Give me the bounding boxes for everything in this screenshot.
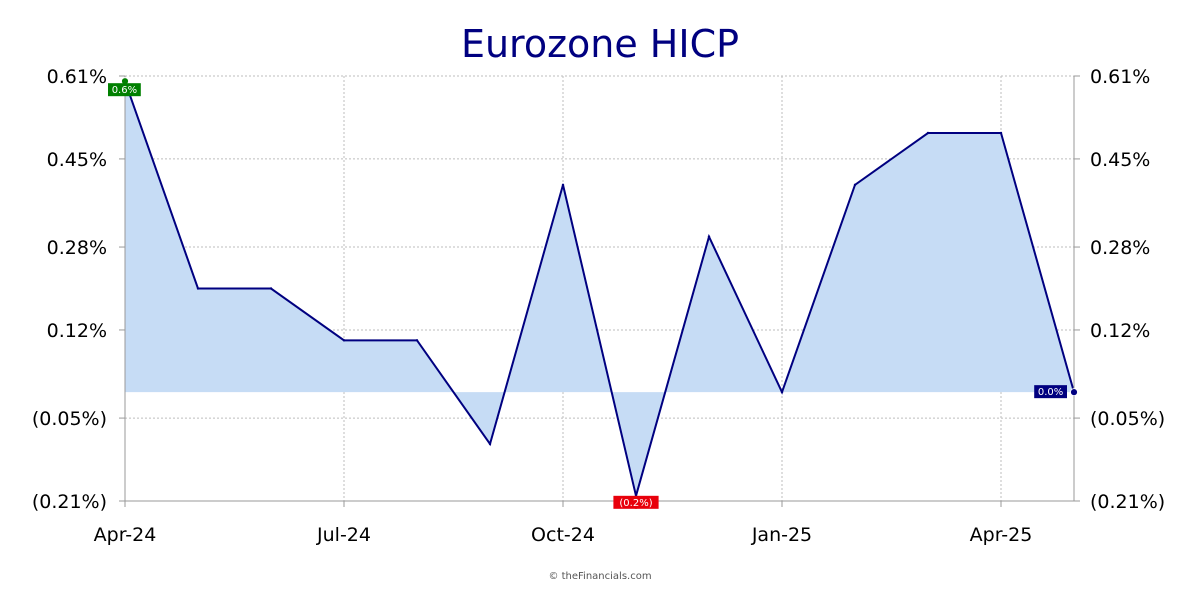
y-tick-label-right: 0.12% <box>1090 320 1150 342</box>
y-tick-label-left: 0.45% <box>47 149 107 171</box>
data-point <box>707 235 711 238</box>
y-tick-label-left: (0.21%) <box>32 491 107 513</box>
x-axis: Apr-24 Jul-24 Oct-24 Jan-25 Apr-25 <box>94 524 1033 546</box>
data-point <box>780 390 784 394</box>
max-label: 0.6% <box>112 85 137 96</box>
x-tick-label: Oct-24 <box>531 524 595 546</box>
data-point <box>926 131 930 135</box>
chart-title: Eurozone HICP <box>461 22 739 66</box>
y-tick-label-right: 0.28% <box>1090 237 1150 259</box>
data-point <box>196 287 200 290</box>
y-tick-label-left: (0.05%) <box>32 408 107 430</box>
y-tick-label-left: 0.61% <box>47 66 107 88</box>
x-tick-label: Apr-24 <box>94 524 157 546</box>
axes <box>119 75 1080 507</box>
y-tick-label-left: 0.28% <box>47 237 107 259</box>
data-point <box>342 339 346 342</box>
y-tick-label-right: (0.21%) <box>1090 491 1165 513</box>
x-tick-label: Jul-24 <box>316 524 371 546</box>
plot-area <box>123 79 1076 498</box>
x-tick-label: Jan-25 <box>751 524 812 546</box>
data-point <box>415 339 419 342</box>
last-label: 0.0% <box>1038 387 1063 398</box>
y-axis-right: 0.61% 0.45% 0.28% 0.12% (0.05%) (0.21%) <box>1090 66 1165 513</box>
data-point <box>488 442 492 446</box>
x-tick-label: Apr-25 <box>970 524 1033 546</box>
last-badge <box>1034 385 1067 399</box>
y-tick-label-right: (0.05%) <box>1090 408 1165 430</box>
data-labels: 0.6% (0.2%) 0.0% <box>108 77 1078 510</box>
data-point <box>999 131 1003 135</box>
y-axis-left: 0.61% 0.45% 0.28% 0.12% (0.05%) (0.21%) <box>32 66 107 513</box>
series-area <box>125 81 1074 496</box>
y-tick-label-left: 0.12% <box>47 320 107 342</box>
data-point <box>561 183 565 187</box>
data-point <box>853 183 857 187</box>
last-marker <box>1070 388 1078 397</box>
data-point <box>269 287 273 290</box>
y-tick-label-right: 0.45% <box>1090 149 1150 171</box>
min-badge <box>613 495 659 509</box>
credit-text: © theFinancials.com <box>548 571 651 582</box>
series-line <box>124 80 1075 497</box>
max-badge <box>108 83 141 97</box>
min-label: (0.2%) <box>619 498 652 509</box>
y-tick-label-right: 0.61% <box>1090 66 1150 88</box>
